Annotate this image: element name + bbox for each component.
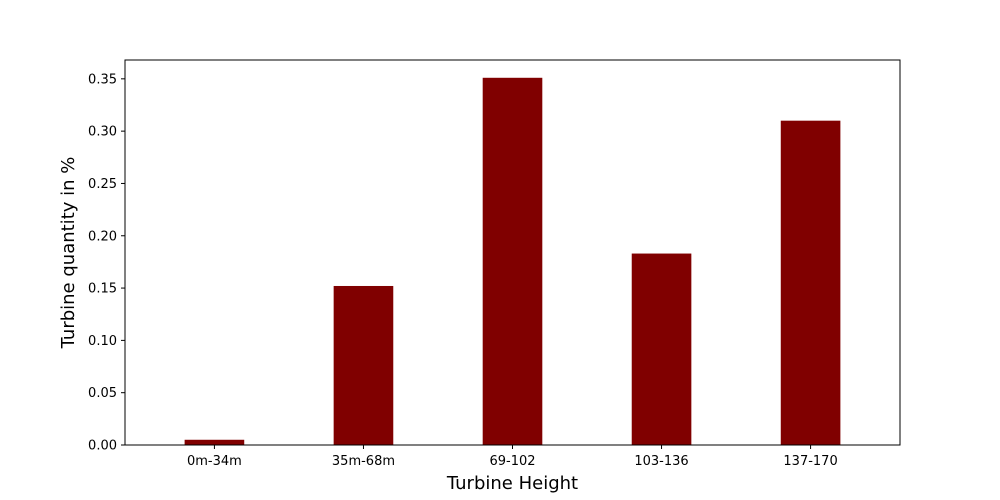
- y-tick-label: 0.35: [88, 72, 117, 87]
- x-axis-ticks: 0m-34m 35m-68m 69-102 103-136 137-170: [187, 445, 838, 469]
- bar: [184, 439, 245, 445]
- x-tick-label: 69-102: [489, 454, 535, 469]
- x-tick-label: 137-170: [783, 454, 837, 469]
- x-tick-label: 103-136: [634, 454, 688, 469]
- y-tick-label: 0.25: [88, 177, 117, 192]
- y-tick-label: 0.05: [88, 386, 117, 401]
- x-axis-title: Turbine Height: [446, 473, 578, 494]
- y-tick-label: 0.10: [88, 334, 117, 349]
- x-tick-label: 0m-34m: [187, 454, 242, 469]
- bars-group: [184, 77, 841, 445]
- y-axis-ticks: 0.00 0.05 0.10 0.15 0.20 0.25 0.30 0.35: [88, 72, 125, 454]
- y-axis-title: Turbine quantity in %: [58, 157, 79, 350]
- y-tick-label: 0.20: [88, 229, 117, 244]
- y-tick-label: 0.15: [88, 282, 117, 297]
- bar: [333, 285, 394, 445]
- x-tick-label: 35m-68m: [332, 454, 395, 469]
- bar: [631, 253, 692, 445]
- bar: [482, 77, 543, 445]
- bar: [780, 120, 841, 445]
- y-tick-label: 0.30: [88, 125, 117, 140]
- y-tick-label: 0.00: [88, 439, 117, 454]
